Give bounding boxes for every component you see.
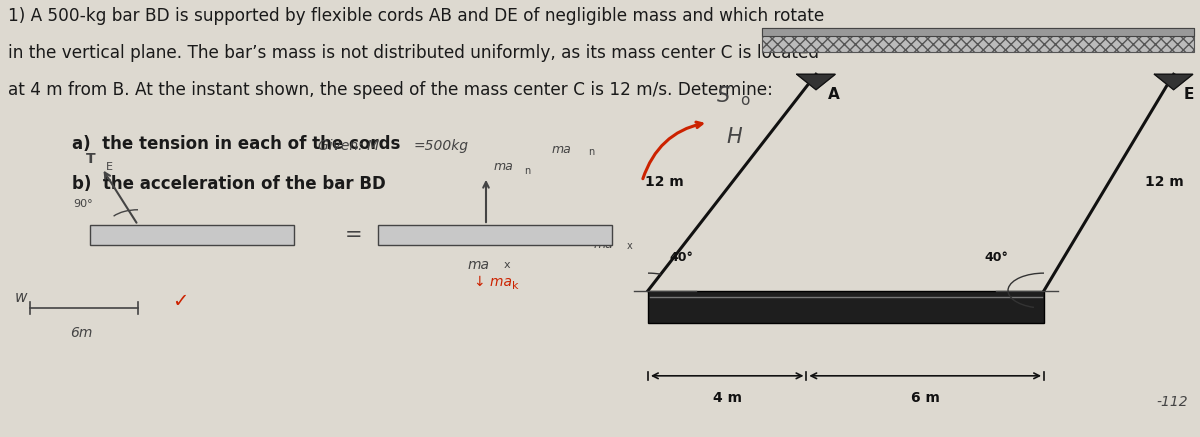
Text: S: S bbox=[716, 86, 730, 106]
Text: 4 m: 4 m bbox=[713, 391, 742, 405]
Text: -112: -112 bbox=[1157, 395, 1188, 409]
Text: o: o bbox=[740, 94, 750, 108]
Bar bbox=[762, 28, 1194, 52]
Text: 40°: 40° bbox=[670, 251, 694, 264]
Text: =: = bbox=[346, 225, 362, 245]
Text: T: T bbox=[86, 152, 96, 166]
Text: 40°: 40° bbox=[984, 251, 1008, 264]
Text: in the vertical plane. The bar’s mass is not distributed uniformly, as its mass : in the vertical plane. The bar’s mass is… bbox=[8, 44, 820, 62]
Text: n: n bbox=[588, 147, 594, 157]
Bar bbox=[762, 28, 1194, 36]
Bar bbox=[90, 225, 294, 245]
Text: H: H bbox=[726, 127, 742, 147]
Text: Given: M: Given: M bbox=[318, 139, 379, 153]
Text: 1) A 500-kg bar BD is supported by flexible cords AB and DE of negligible mass a: 1) A 500-kg bar BD is supported by flexi… bbox=[8, 7, 824, 24]
Polygon shape bbox=[797, 74, 835, 90]
Bar bbox=[378, 225, 612, 245]
Text: 12 m: 12 m bbox=[646, 175, 684, 190]
Text: x: x bbox=[504, 260, 511, 271]
Text: ma: ma bbox=[552, 143, 571, 156]
Text: b)  the acceleration of the bar BD: b) the acceleration of the bar BD bbox=[72, 175, 385, 193]
Text: ↓ ma: ↓ ma bbox=[474, 275, 512, 289]
Text: x: x bbox=[626, 240, 632, 250]
Text: w: w bbox=[14, 290, 26, 305]
Text: ma: ma bbox=[468, 258, 490, 272]
Text: k: k bbox=[512, 281, 518, 291]
Text: =500kg: =500kg bbox=[414, 139, 469, 153]
Text: n: n bbox=[524, 166, 530, 176]
Text: E: E bbox=[106, 162, 113, 172]
Text: 6 m: 6 m bbox=[911, 391, 940, 405]
Text: ✓: ✓ bbox=[172, 292, 188, 311]
Text: 12 m: 12 m bbox=[1145, 175, 1183, 190]
Text: E: E bbox=[1183, 87, 1194, 102]
Text: 90°: 90° bbox=[73, 199, 92, 209]
Bar bbox=[648, 291, 1044, 323]
Text: ma: ma bbox=[594, 239, 613, 251]
Text: 6m: 6m bbox=[71, 326, 92, 340]
Text: ma: ma bbox=[493, 160, 512, 173]
Polygon shape bbox=[1154, 74, 1193, 90]
Text: a)  the tension in each of the cords: a) the tension in each of the cords bbox=[72, 135, 401, 153]
Text: A: A bbox=[828, 87, 840, 102]
Text: at 4 m from B. At the instant shown, the speed of the mass center C is 12 m/s. D: at 4 m from B. At the instant shown, the… bbox=[8, 81, 773, 99]
